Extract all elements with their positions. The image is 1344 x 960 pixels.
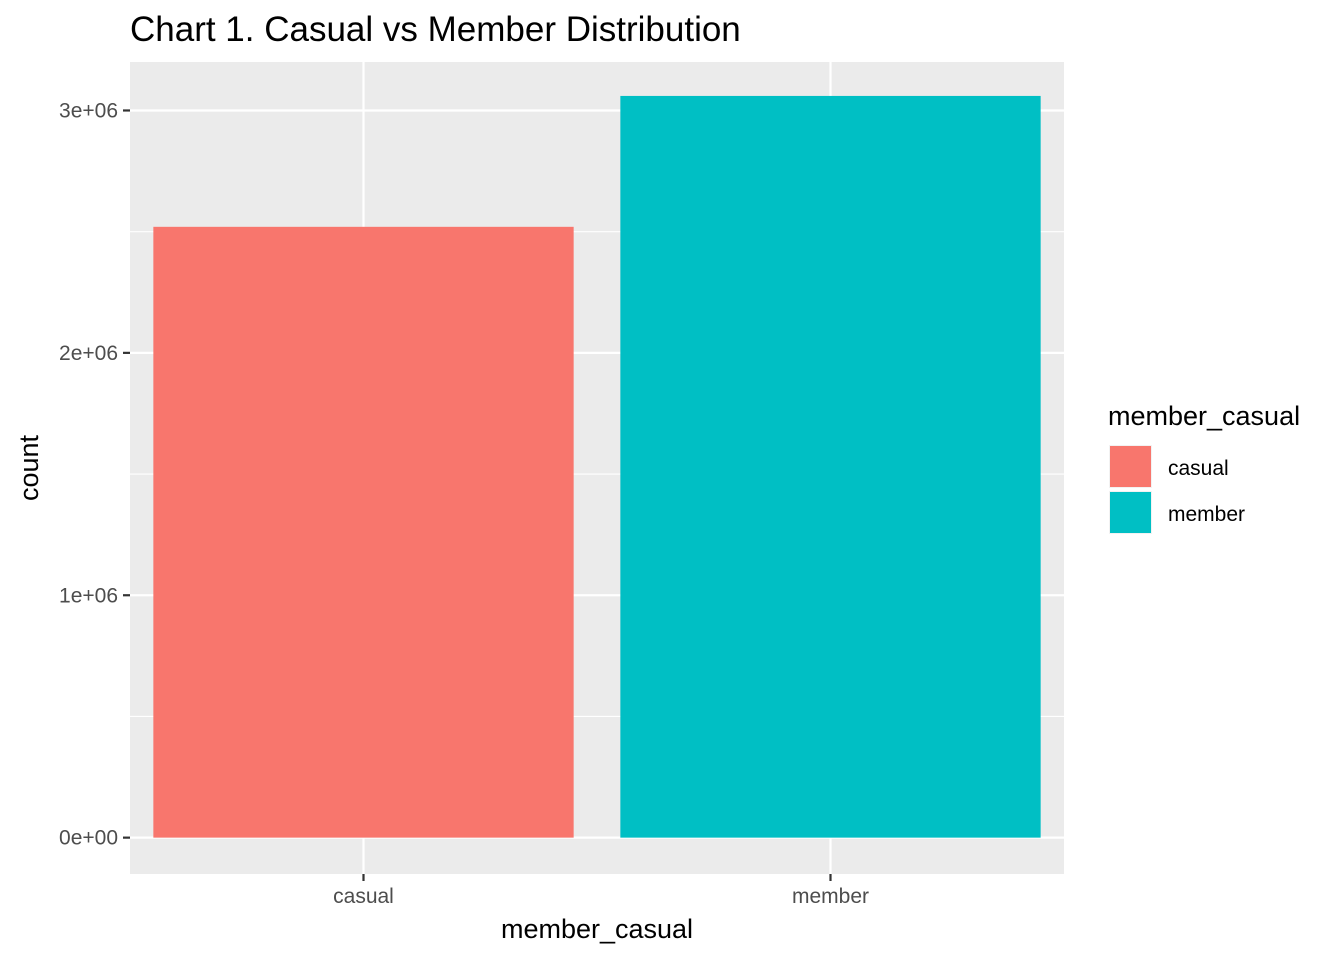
legend-label-member: member (1168, 503, 1245, 526)
legend: member_casual casual member (1108, 401, 1300, 534)
chart-title: Chart 1. Casual vs Member Distribution (130, 10, 741, 49)
y-tick-label: 1e+06 (59, 584, 118, 607)
y-axis-title: count (14, 434, 44, 501)
x-tick-label: casual (333, 885, 394, 908)
legend-title: member_casual (1108, 401, 1300, 431)
legend-swatch-member (1110, 492, 1151, 533)
legend-label-casual: casual (1168, 457, 1229, 480)
axes: 0e+00 1e+06 2e+06 3e+06 casual member (59, 99, 869, 908)
y-tick-label: 2e+06 (59, 342, 118, 365)
y-tick-label: 3e+06 (59, 99, 118, 122)
x-axis-title: member_casual (501, 914, 693, 944)
bars (153, 95, 1041, 838)
bar-casual (153, 226, 574, 838)
x-tick-label: member (792, 885, 869, 908)
y-tick-label: 0e+00 (59, 827, 118, 850)
bar-member (620, 95, 1041, 838)
legend-swatch-casual (1110, 446, 1151, 487)
